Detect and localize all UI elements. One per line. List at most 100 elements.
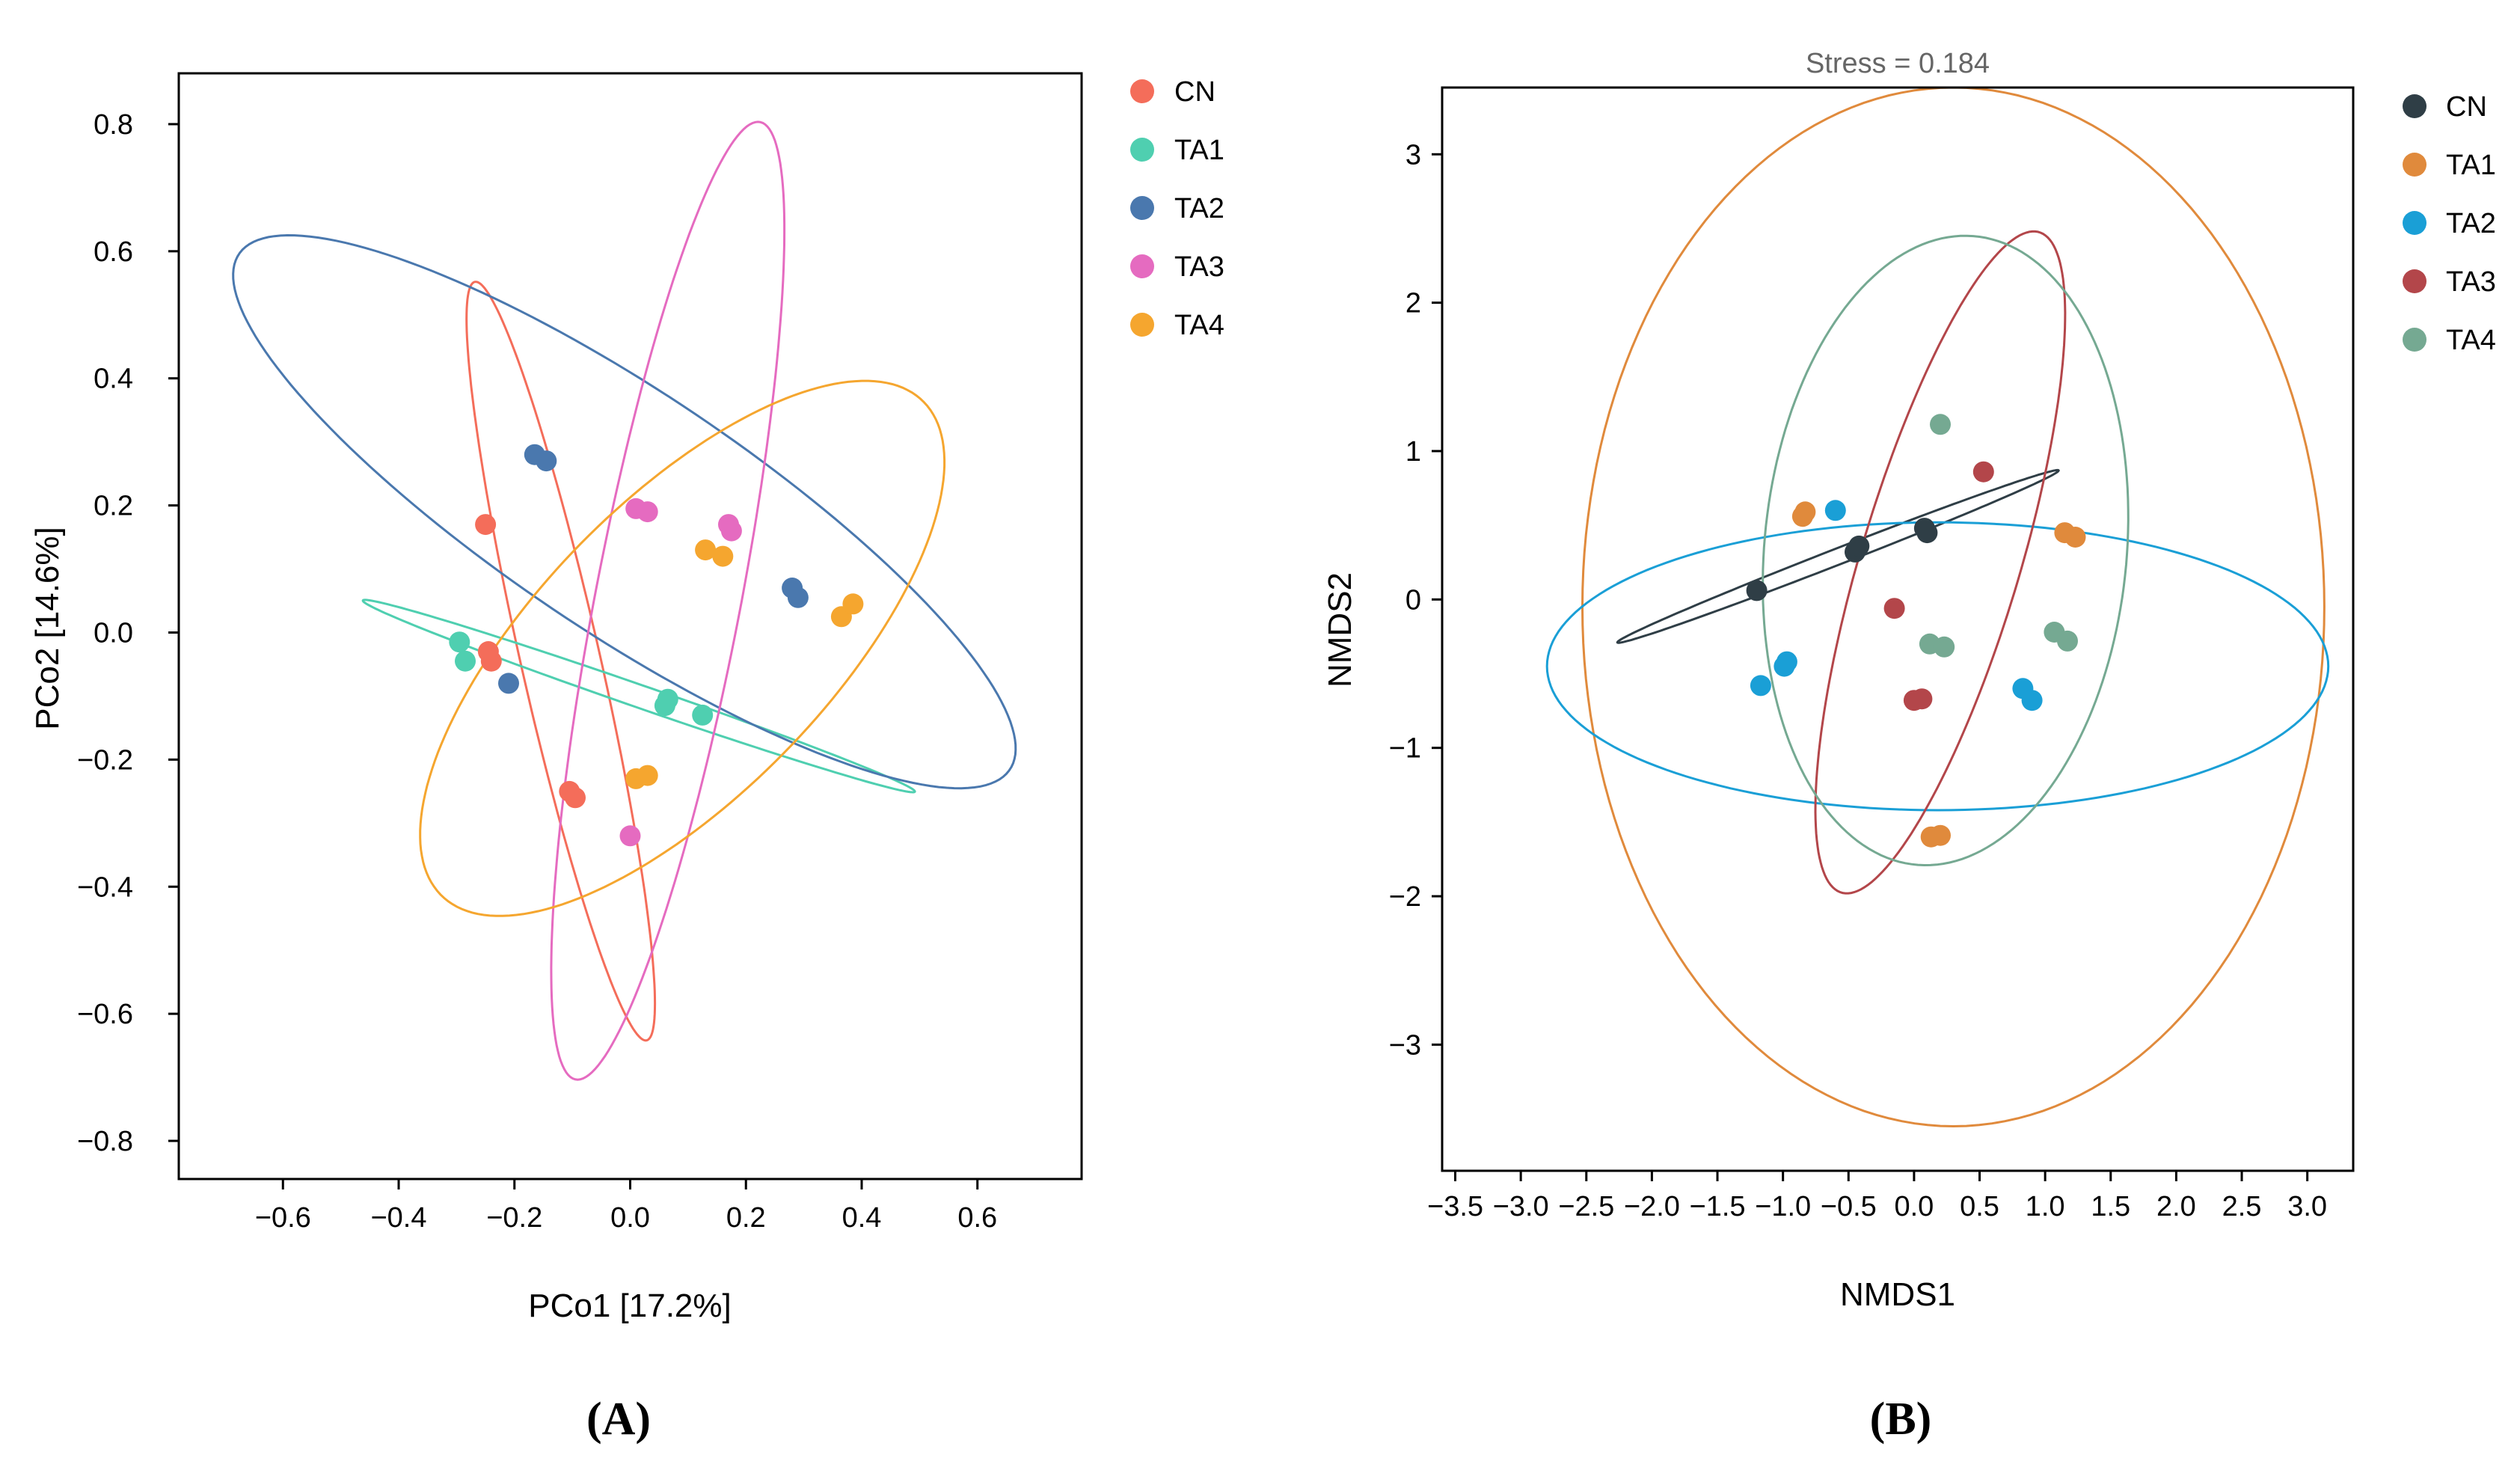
x-tick-label: −2.5: [1558, 1191, 1614, 1222]
point-cn-1: [475, 514, 497, 536]
point-ta3-1: [1972, 461, 1994, 483]
point-ta4-2: [712, 545, 734, 567]
panel-a-y-axis: 0.8 0.6 0.4 0.2 0.0 −0.2 −0.4 −0.6 −0.8: [77, 109, 179, 1157]
y-tick-label: 2: [1405, 288, 1421, 319]
x-tick-label: 1.0: [2026, 1191, 2065, 1222]
point-ta4-4: [842, 593, 864, 615]
point-ta1-2: [1794, 501, 1816, 523]
panel-a-x-axis: −0.6 −0.4 −0.2 0.0 0.2 0.4 0.6: [255, 1179, 997, 1234]
panel-b-legend: CN TA1 TA2 TA3 TA4: [2403, 91, 2496, 356]
y-tick-label: −0.6: [77, 999, 133, 1030]
x-tick-label: 0.2: [726, 1202, 766, 1234]
x-tick-label: 0.0: [1894, 1191, 1934, 1222]
panel-b-stress-title: Stress = 0.184: [1806, 48, 1990, 79]
legend-marker-ta1: [2403, 153, 2427, 177]
x-tick-label: −2.0: [1624, 1191, 1680, 1222]
y-tick-label: −1: [1389, 733, 1421, 765]
panel-a-y-axis-title: PCo2 [14.6%]: [29, 527, 66, 730]
x-tick-label: −1.0: [1755, 1191, 1811, 1222]
point-ta3-5: [619, 825, 641, 847]
panel-b-plot-frame: [1441, 86, 2355, 1172]
panel-b-y-axis-title: NMDS2: [1322, 572, 1358, 688]
legend-label-ta4: TA4: [1174, 310, 1224, 341]
x-tick-label: −0.4: [370, 1202, 426, 1234]
y-tick-label: 0.4: [93, 364, 133, 395]
legend-marker-ta2: [1130, 196, 1154, 220]
point-ta2-5: [787, 587, 809, 608]
x-tick-label: 0.4: [842, 1202, 882, 1234]
legend-marker-ta3: [2403, 269, 2427, 293]
point-ta3-4: [720, 520, 742, 542]
point-ta3-4: [1911, 688, 1933, 710]
point-ta4-6: [637, 765, 658, 786]
point-ta4-5: [1934, 636, 1955, 658]
x-tick-label: 0.5: [1960, 1191, 1999, 1222]
point-ta1-4: [654, 695, 675, 717]
point-ta2-3: [498, 673, 519, 694]
point-ta2-3: [1773, 655, 1795, 677]
ellipse-ta4: [1762, 234, 2130, 867]
point-ta3-2: [1883, 598, 1905, 619]
y-tick-label: 3: [1405, 139, 1421, 171]
y-tick-label: 0.2: [93, 491, 133, 522]
panel-a-legend: CN TA1 TA2 TA3 TA4: [1130, 76, 1224, 341]
panel-a-ellipses: [232, 120, 1017, 1081]
point-cn-3: [1848, 535, 1870, 557]
ellipse-ta3: [1814, 230, 2067, 895]
legend-label-ta2: TA2: [1174, 193, 1224, 224]
panel-b-label: (B): [1870, 1394, 1932, 1445]
y-tick-label: −2: [1389, 881, 1421, 913]
point-cn-3: [480, 650, 502, 672]
legend-label-ta1: TA1: [1174, 135, 1224, 166]
x-tick-label: −0.6: [255, 1202, 311, 1234]
panel-b-x-axis: −3.5 −3.0 −2.5 −2.0 −1.5 −1.0 −0.5 0.0 0.5 1.0 1.5…: [1427, 1171, 2327, 1222]
legend-label-ta3: TA3: [2446, 266, 2496, 298]
x-tick-label: 1.5: [2091, 1191, 2130, 1222]
legend-label-ta4: TA4: [2446, 325, 2496, 356]
point-ta2-4: [1750, 675, 1771, 696]
y-tick-label: 0.8: [93, 109, 133, 141]
x-tick-label: −3.0: [1493, 1191, 1549, 1222]
x-tick-label: −0.2: [486, 1202, 542, 1234]
legend-label-cn: CN: [2446, 91, 2487, 123]
ellipse-cn: [1616, 468, 2060, 644]
legend-label-cn: CN: [1174, 76, 1215, 108]
x-tick-label: 2.5: [2222, 1191, 2262, 1222]
point-ta2-2: [536, 450, 557, 472]
ellipse-ta4: [419, 379, 946, 917]
x-tick-label: 2.0: [2156, 1191, 2196, 1222]
x-tick-label: −1.5: [1690, 1191, 1746, 1222]
legend-label-ta1: TA1: [2446, 150, 2496, 181]
x-tick-label: −0.5: [1821, 1191, 1877, 1222]
panel-a-label: (A): [586, 1394, 651, 1445]
legend-marker-ta4: [2403, 328, 2427, 352]
x-tick-label: 0.0: [610, 1202, 650, 1234]
panel-b-y-axis: 3 2 1 0 −1 −2 −3: [1389, 139, 1442, 1061]
y-tick-label: −0.4: [77, 872, 133, 903]
legend-label-ta3: TA3: [1174, 251, 1224, 283]
legend-label-ta2: TA2: [2446, 208, 2496, 239]
ellipse-ta1: [361, 598, 916, 794]
panel-b-nmds: Stress = 0.184 −3.5 −3.0 −2.5 −2.0 −1.5 −1.0−…: [1322, 48, 2496, 1445]
point-ta4-1: [695, 539, 717, 561]
point-cn-5: [565, 787, 586, 809]
point-ta4-1: [1930, 414, 1951, 435]
point-ta3-2: [637, 501, 658, 523]
y-tick-label: 1: [1405, 436, 1421, 468]
ellipse-ta2: [232, 233, 1017, 790]
panel-b-x-axis-title: NMDS1: [1840, 1276, 1955, 1313]
legend-marker-ta1: [1130, 138, 1154, 162]
panel-a-points: [449, 444, 864, 847]
y-tick-label: −0.8: [77, 1126, 133, 1157]
legend-marker-ta3: [1130, 254, 1154, 278]
ellipse-ta3: [550, 120, 786, 1081]
point-ta1-5: [692, 704, 714, 726]
panel-a-pcoa: −0.6 −0.4 −0.2 0.0 0.2 0.4 0.6 0.8 0.6 0.4 0.2 0.0…: [29, 72, 1224, 1445]
legend-marker-ta4: [1130, 313, 1154, 337]
y-tick-label: −3: [1389, 1029, 1421, 1061]
panel-a-x-axis-title: PCo1 [17.2%]: [528, 1287, 732, 1324]
point-ta1-2: [455, 650, 476, 672]
point-ta1-1: [449, 631, 470, 653]
ellipse-ta2: [1545, 521, 2330, 812]
